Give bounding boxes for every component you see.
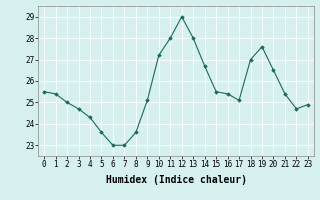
X-axis label: Humidex (Indice chaleur): Humidex (Indice chaleur): [106, 175, 246, 185]
